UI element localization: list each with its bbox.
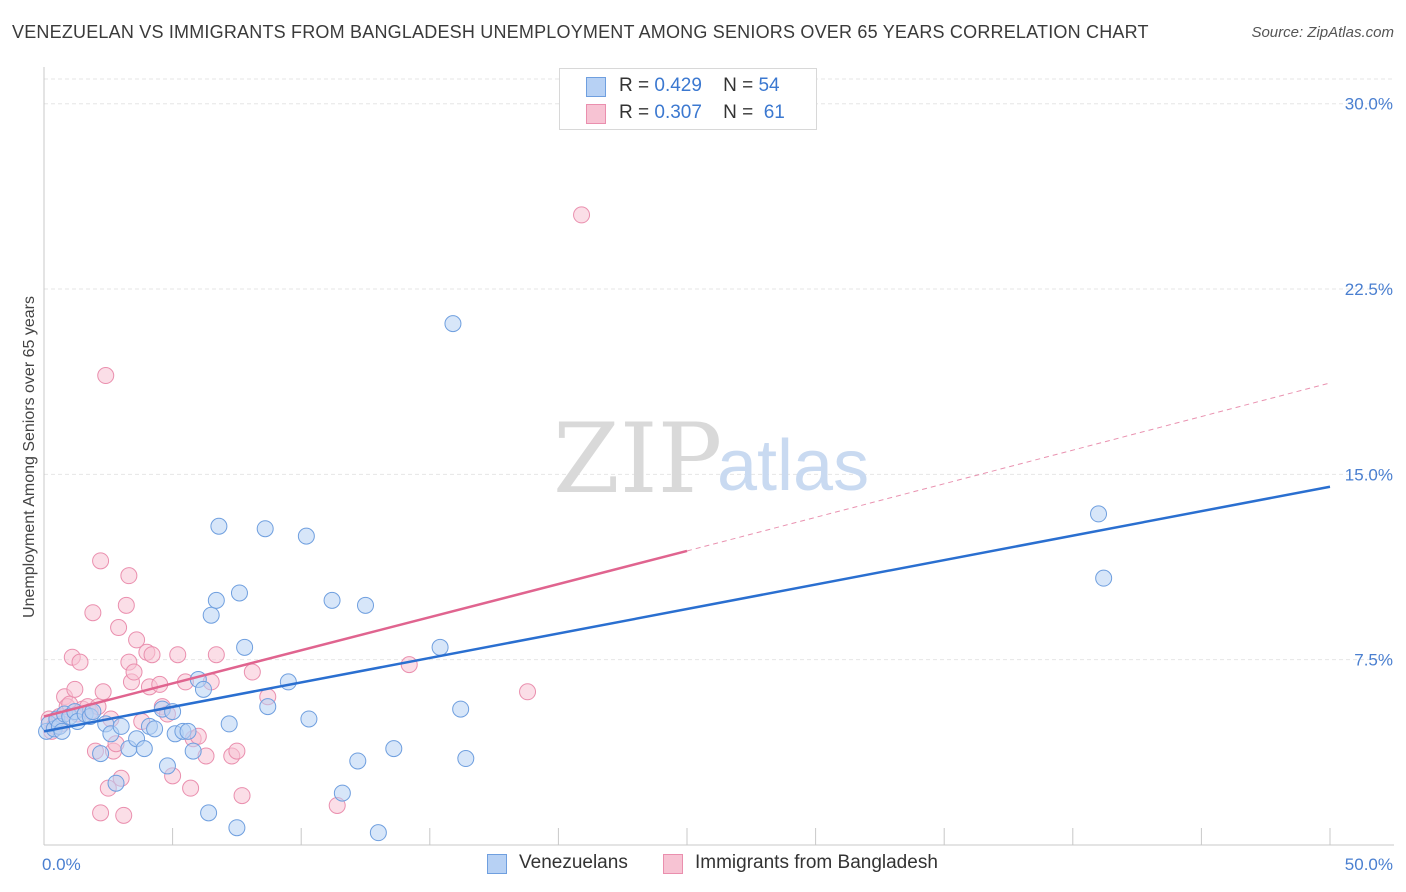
venezuelan-point bbox=[207, 591, 225, 609]
n-label: N = bbox=[723, 102, 754, 123]
venezuelan-point bbox=[184, 742, 202, 760]
venezuelan-point bbox=[179, 722, 197, 740]
source-credit: Source: ZipAtlas.com bbox=[1251, 24, 1394, 41]
venezuelan-point bbox=[146, 720, 164, 738]
venezuelan-point bbox=[230, 584, 248, 602]
venezuelan-point bbox=[431, 638, 449, 656]
venezuelan-point bbox=[385, 740, 403, 758]
x-tick-labels: 0.0% 50.0% bbox=[42, 855, 1393, 874]
bangladesh-point bbox=[92, 804, 110, 822]
bangladesh-point bbox=[228, 742, 246, 760]
bangladesh-point bbox=[233, 787, 251, 805]
venezuelan-point bbox=[228, 819, 246, 837]
bangladesh-point bbox=[125, 663, 143, 681]
venezuelan-point bbox=[323, 591, 341, 609]
venezuelan-point bbox=[357, 596, 374, 614]
venezuelans-swatch bbox=[586, 77, 606, 97]
series-venezuelans-points bbox=[38, 315, 1113, 842]
venezuelan-point bbox=[158, 757, 176, 775]
bangladesh-point bbox=[97, 367, 115, 385]
venezuelan-point bbox=[135, 740, 153, 758]
legend-label-venezuelans: Venezuelans bbox=[519, 852, 628, 873]
venezuelan-point bbox=[297, 527, 315, 545]
r-label: R = bbox=[619, 75, 650, 96]
bangladesh-trend-line bbox=[43, 549, 688, 718]
venezuelans-trend-line bbox=[43, 485, 1331, 733]
bangladesh-point bbox=[519, 683, 537, 701]
venezuelan-point bbox=[444, 315, 462, 333]
y-tick-label: 15.0% bbox=[1345, 465, 1393, 484]
n-value-venezuelans: 54 bbox=[758, 75, 780, 96]
venezuelan-point bbox=[220, 715, 238, 733]
bangladesh-point bbox=[92, 552, 110, 570]
bangladesh-point bbox=[94, 683, 112, 701]
venezuelan-point bbox=[107, 774, 125, 792]
venezuelan-point bbox=[333, 784, 351, 802]
axes bbox=[43, 67, 1394, 846]
venezuelans-legend-swatch bbox=[487, 854, 507, 874]
r-value-venezuelans: 0.429 bbox=[654, 75, 702, 96]
venezuelan-point bbox=[457, 750, 475, 768]
y-tick-label: 7.5% bbox=[1354, 651, 1393, 670]
legend-label-bangladesh: Immigrants from Bangladesh bbox=[695, 852, 938, 873]
y-tick-label: 22.5% bbox=[1345, 280, 1393, 299]
bangladesh-point bbox=[66, 680, 84, 698]
bangladesh-point bbox=[110, 619, 128, 637]
venezuelan-point bbox=[236, 638, 254, 656]
bangladesh-point bbox=[117, 596, 135, 614]
chart-title: VENEZUELAN VS IMMIGRANTS FROM BANGLADESH… bbox=[12, 22, 1149, 42]
y-tick-labels: 7.5% 15.0% 22.5% 30.0% bbox=[1345, 95, 1393, 670]
stats-legend: R = 0.429 N = 54 R = 0.307 N = 61 bbox=[559, 68, 817, 130]
watermark-zip: ZIP bbox=[553, 403, 722, 515]
venezuelan-point bbox=[202, 606, 220, 624]
r-value-bangladesh: 0.307 bbox=[654, 102, 702, 123]
y-axis-label: Unemployment Among Seniors over 65 years bbox=[21, 296, 38, 618]
bangladesh-point bbox=[182, 779, 200, 797]
watermark-atlas: atlas bbox=[717, 426, 869, 506]
bangladesh-point bbox=[84, 604, 102, 622]
bangladesh-swatch bbox=[586, 104, 606, 124]
gridlines bbox=[44, 78, 1394, 661]
venezuelan-point bbox=[300, 710, 318, 728]
bangladesh-point bbox=[71, 653, 89, 671]
venezuelan-point bbox=[452, 700, 470, 718]
x-tick-label: 0.0% bbox=[42, 855, 81, 874]
venezuelan-point bbox=[194, 680, 212, 698]
bangladesh-point bbox=[573, 206, 591, 224]
bangladesh-point bbox=[400, 656, 418, 674]
n-value-bangladesh: 61 bbox=[763, 102, 785, 123]
venezuelan-point bbox=[349, 752, 367, 770]
venezuelan-point bbox=[1090, 505, 1108, 523]
venezuelan-point bbox=[210, 517, 228, 535]
bangladesh-point bbox=[243, 663, 261, 681]
venezuelan-point bbox=[369, 824, 387, 842]
trend-lines bbox=[43, 382, 1331, 733]
x-tick-label: 50.0% bbox=[1345, 855, 1393, 874]
venezuelan-point bbox=[1095, 569, 1113, 587]
r-label: R = bbox=[619, 102, 650, 123]
venezuelan-point bbox=[279, 673, 297, 691]
venezuelan-point bbox=[92, 745, 110, 763]
venezuelan-point bbox=[259, 698, 277, 716]
y-tick-label: 30.0% bbox=[1345, 95, 1393, 114]
venezuelan-point bbox=[200, 804, 218, 822]
bangladesh-point bbox=[120, 567, 138, 585]
bangladesh-trend-extension bbox=[686, 382, 1331, 552]
bangladesh-point bbox=[207, 646, 225, 664]
n-label: N = bbox=[723, 75, 754, 96]
bangladesh-point bbox=[143, 646, 161, 664]
venezuelan-point bbox=[112, 717, 130, 735]
bangladesh-point bbox=[115, 806, 133, 824]
watermark: ZIP atlas bbox=[553, 403, 869, 515]
bangladesh-point bbox=[169, 646, 187, 664]
bangladesh-point bbox=[128, 631, 146, 649]
bangladesh-legend-swatch bbox=[663, 854, 683, 874]
venezuelan-point bbox=[256, 520, 274, 538]
